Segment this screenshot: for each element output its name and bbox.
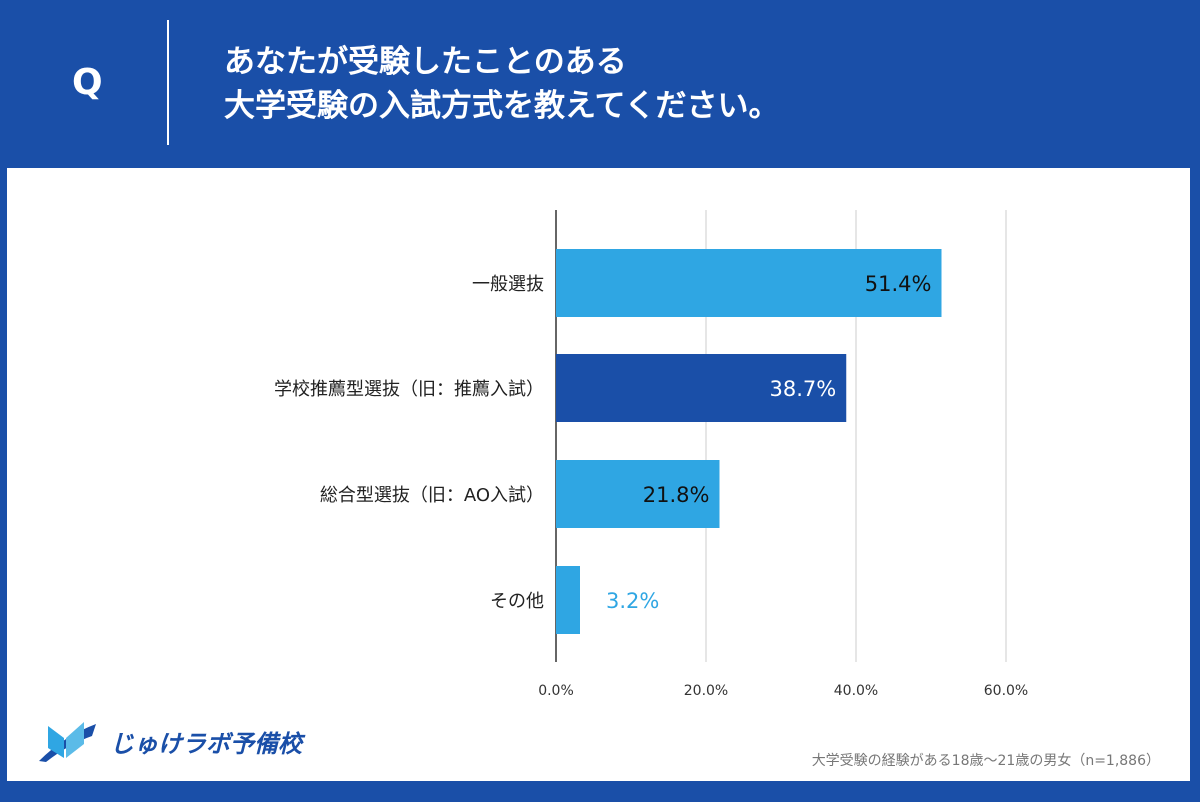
bar bbox=[556, 354, 847, 422]
logo: じゅけラボ予備校 bbox=[34, 716, 302, 766]
data-label: 51.4% bbox=[865, 272, 932, 296]
x-tick-label: 40.0% bbox=[834, 683, 878, 699]
category-label: 一般選抜 bbox=[472, 274, 544, 295]
x-tick-label: 0.0% bbox=[538, 683, 574, 699]
header-divider bbox=[167, 20, 169, 145]
q-label: Q bbox=[72, 62, 103, 103]
category-label: 総合型選抜（旧：AO入試） bbox=[320, 485, 544, 506]
data-label: 38.7% bbox=[770, 377, 837, 401]
data-label: 3.2% bbox=[606, 589, 659, 613]
x-tick-label: 20.0% bbox=[684, 683, 728, 699]
bar bbox=[556, 249, 942, 317]
question-title: あなたが受験したことのある 大学受験の入試方式を教えてください。 bbox=[224, 40, 780, 128]
category-label: 学校推薦型選抜（旧：推薦入試） bbox=[274, 379, 544, 400]
title-line-2: 大学受験の入試方式を教えてください。 bbox=[224, 88, 780, 124]
sample-note: 大学受験の経験がある18歳〜21歳の男女（n=1,886） bbox=[811, 753, 1160, 769]
category-label: その他 bbox=[490, 591, 544, 612]
bar bbox=[556, 566, 580, 634]
bar bbox=[556, 460, 720, 528]
title-line-1: あなたが受験したことのある bbox=[224, 44, 627, 80]
x-tick-label: 60.0% bbox=[984, 683, 1028, 699]
logo-text: じゅけラボ予備校 bbox=[110, 729, 302, 758]
data-label: 21.8% bbox=[643, 483, 710, 507]
book-logo-icon bbox=[39, 722, 96, 762]
